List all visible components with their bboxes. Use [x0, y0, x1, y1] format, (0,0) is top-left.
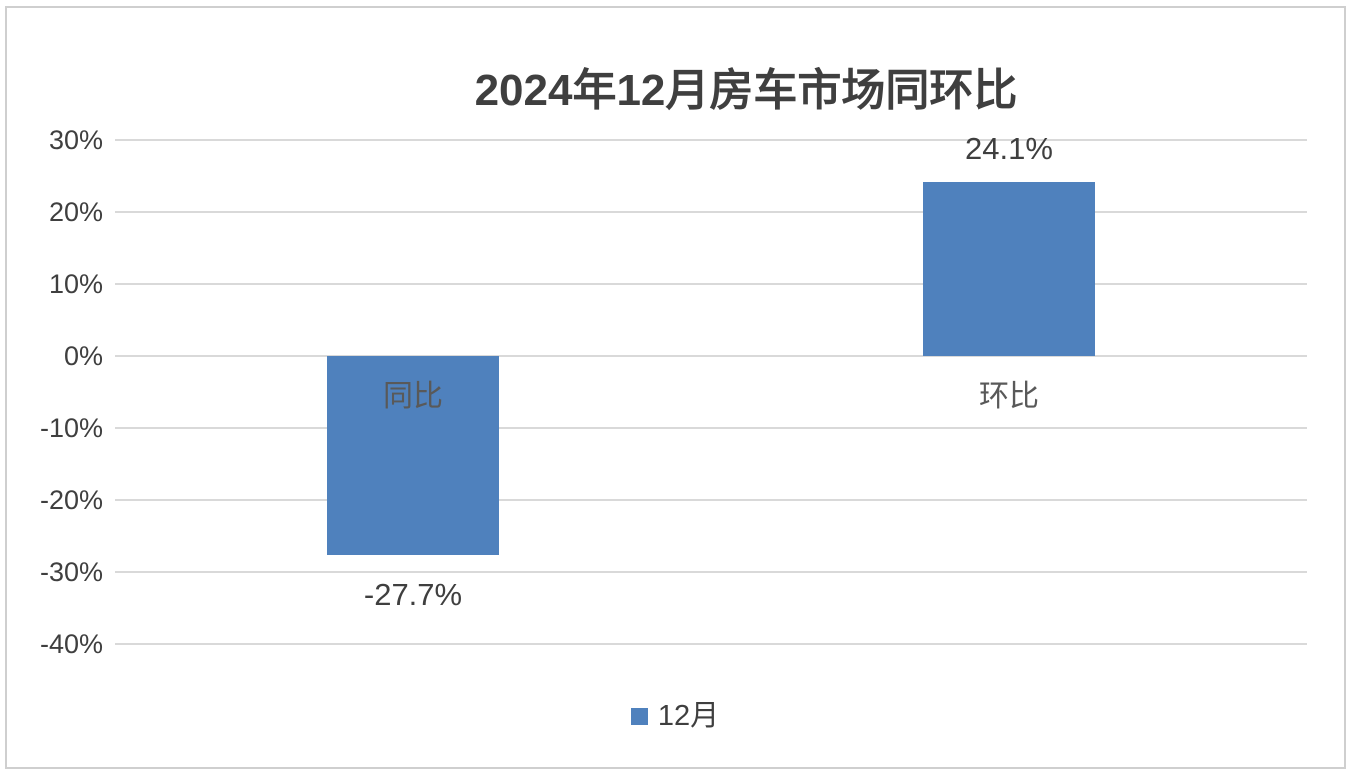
bar-同比 [327, 356, 499, 556]
y-axis-tick-label: -40% [39, 629, 103, 659]
chart-title: 2024年12月房车市场同环比 [474, 66, 1018, 115]
data-label: 24.1% [965, 131, 1053, 167]
bar-环比 [923, 182, 1095, 356]
y-axis-tick-label: 30% [48, 125, 103, 155]
legend: 12月 [0, 698, 1350, 734]
chart-frame-border [5, 6, 1346, 769]
category-label: 同比 [383, 380, 443, 413]
gridline [115, 211, 1307, 213]
y-axis-tick-label: -20% [39, 485, 103, 515]
data-label: -27.7% [363, 577, 463, 613]
gridline [115, 499, 1307, 501]
category-label: 环比 [979, 380, 1039, 413]
y-axis-tick-label: 0% [63, 341, 103, 371]
gridline [115, 355, 1307, 357]
y-axis-tick-label: -30% [39, 557, 103, 587]
gridline [115, 571, 1307, 573]
gridline [115, 643, 1307, 645]
gridline [115, 283, 1307, 285]
y-axis-tick-label: -10% [39, 413, 103, 443]
legend-swatch-icon [630, 707, 648, 725]
gridline [115, 427, 1307, 429]
legend-label: 12月 [657, 700, 720, 732]
y-axis-tick-label: 10% [48, 269, 103, 299]
gridline [115, 139, 1307, 141]
y-axis-tick-label: 20% [48, 197, 103, 227]
